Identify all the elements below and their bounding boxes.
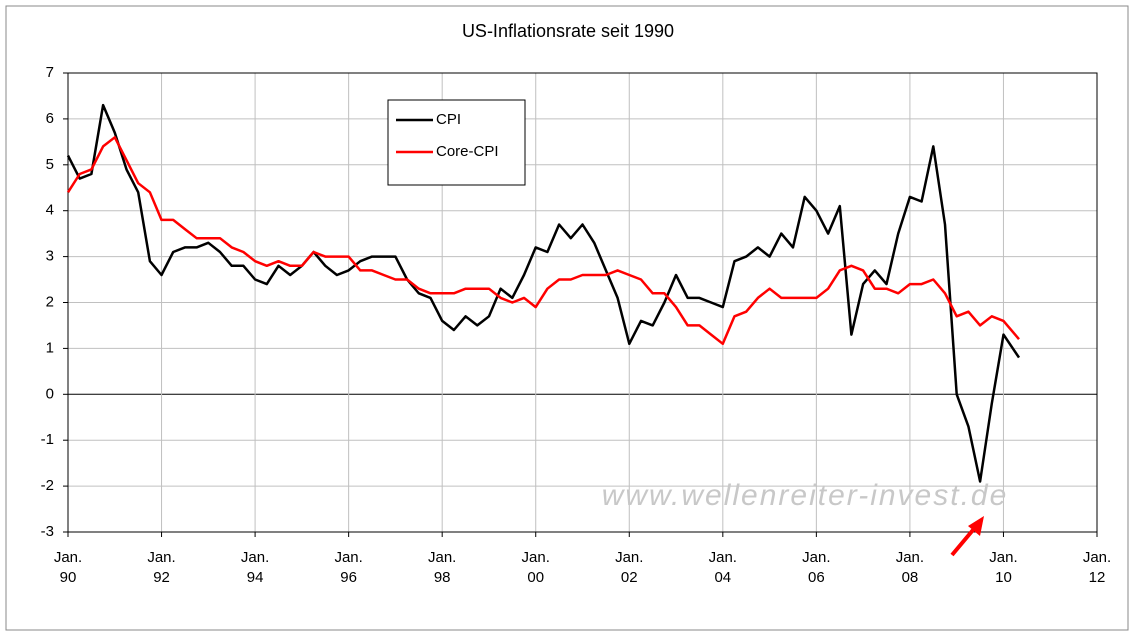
legend-label: CPI — [436, 111, 461, 128]
y-tick-label: 3 — [46, 248, 54, 265]
y-tick-label: -2 — [41, 477, 54, 494]
x-tick-label: Jan. 90 — [53, 549, 83, 586]
line-series — [66, 103, 1021, 483]
x-tick-label: Jan. 96 — [334, 549, 363, 586]
watermark: www.wellenreiter-invest.de — [602, 479, 1009, 512]
y-tick-label: 0 — [46, 385, 54, 402]
y-tick-label: -1 — [41, 431, 54, 448]
x-tick-label: Jan. 98 — [427, 549, 457, 586]
x-tick-label: Jan. 04 — [708, 549, 737, 586]
frame — [5, 5, 1129, 631]
line-series — [66, 136, 1020, 346]
y-tick-label: 1 — [46, 339, 54, 356]
arrow-head — [968, 516, 984, 536]
x-tick-label: Jan. 08 — [895, 549, 925, 586]
x-tick-label: Jan. 12 — [1082, 549, 1112, 586]
y-tick-label: 5 — [46, 156, 54, 173]
chart-title: US-Inflationsrate seit 1990 — [462, 21, 674, 41]
x-tick-label: Jan. 94 — [240, 549, 270, 586]
y-tick-label: 2 — [46, 293, 54, 310]
y-tick-label: 4 — [46, 202, 54, 219]
x-tick-label: Jan. 00 — [521, 549, 550, 586]
y-tick-label: -3 — [41, 523, 54, 540]
legend-box — [387, 99, 526, 186]
x-tick-label: Jan. 92 — [147, 549, 176, 586]
y-tick-label: 6 — [46, 110, 54, 127]
plot-area — [67, 72, 1098, 533]
x-tick-label: Jan. 10 — [989, 549, 1018, 586]
legend-label: Core-CPI — [436, 143, 499, 160]
x-tick-label: Jan. 06 — [802, 549, 831, 586]
y-tick-label: 7 — [46, 64, 54, 81]
x-tick-label: Jan. 02 — [615, 549, 644, 586]
